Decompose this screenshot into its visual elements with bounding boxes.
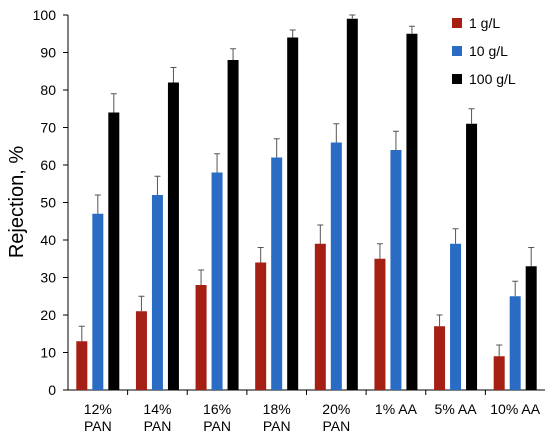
- y-tick-label: 60: [40, 157, 56, 173]
- bar: [493, 356, 505, 390]
- x-tick-label: PAN: [84, 418, 112, 434]
- y-axis-title: Rejection, %: [6, 146, 28, 258]
- y-tick-label: 0: [48, 382, 56, 398]
- legend-swatch: [452, 18, 462, 28]
- bar: [450, 243, 462, 390]
- bar: [167, 82, 179, 390]
- bar: [525, 266, 537, 390]
- bar: [314, 243, 326, 390]
- x-tick-label: PAN: [203, 418, 231, 434]
- y-tick-label: 20: [40, 307, 56, 323]
- bar: [92, 213, 104, 390]
- bar: [76, 341, 88, 390]
- bar: [255, 262, 267, 390]
- bar: [390, 150, 402, 390]
- legend-label: 1 g/L: [469, 15, 500, 31]
- legend-label: 100 g/L: [469, 71, 516, 87]
- x-tick-label: 1% AA: [375, 401, 418, 417]
- y-tick-label: 10: [40, 345, 56, 361]
- y-tick-label: 90: [40, 45, 56, 61]
- x-tick-label: 18%: [263, 401, 291, 417]
- y-tick-label: 70: [40, 120, 56, 136]
- legend-swatch: [452, 74, 462, 84]
- x-tick-label: 20%: [322, 401, 350, 417]
- bar: [195, 285, 207, 390]
- y-tick-label: 50: [40, 195, 56, 211]
- legend-label: 10 g/L: [469, 43, 508, 59]
- x-tick-label: 5% AA: [435, 401, 478, 417]
- y-tick-label: 100: [33, 7, 57, 23]
- x-tick-label: 12%: [84, 401, 112, 417]
- x-tick-label: PAN: [322, 418, 350, 434]
- bar: [287, 37, 299, 390]
- bar: [211, 172, 223, 390]
- bar: [227, 60, 239, 390]
- x-tick-label: PAN: [144, 418, 172, 434]
- bar: [406, 33, 418, 390]
- bar: [151, 195, 163, 390]
- bar: [466, 123, 478, 390]
- legend-swatch: [452, 46, 462, 56]
- y-tick-label: 30: [40, 270, 56, 286]
- bar: [374, 258, 386, 390]
- bar: [135, 311, 147, 390]
- y-tick-label: 80: [40, 82, 56, 98]
- x-tick-label: 16%: [203, 401, 231, 417]
- bar: [346, 18, 358, 390]
- bar: [434, 326, 446, 390]
- legend: 1 g/L 10 g/L 100 g/L: [452, 15, 516, 87]
- x-tick-label: 10% AA: [490, 401, 540, 417]
- bar: [509, 296, 521, 390]
- bar: [271, 157, 283, 390]
- bar: [330, 142, 342, 390]
- x-tick-label: 14%: [143, 401, 171, 417]
- bar: [108, 112, 120, 390]
- plot-area: 010203040506070809010012%PAN14%PAN16%PAN…: [33, 7, 545, 434]
- y-tick-label: 40: [40, 232, 56, 248]
- x-tick-label: PAN: [263, 418, 291, 434]
